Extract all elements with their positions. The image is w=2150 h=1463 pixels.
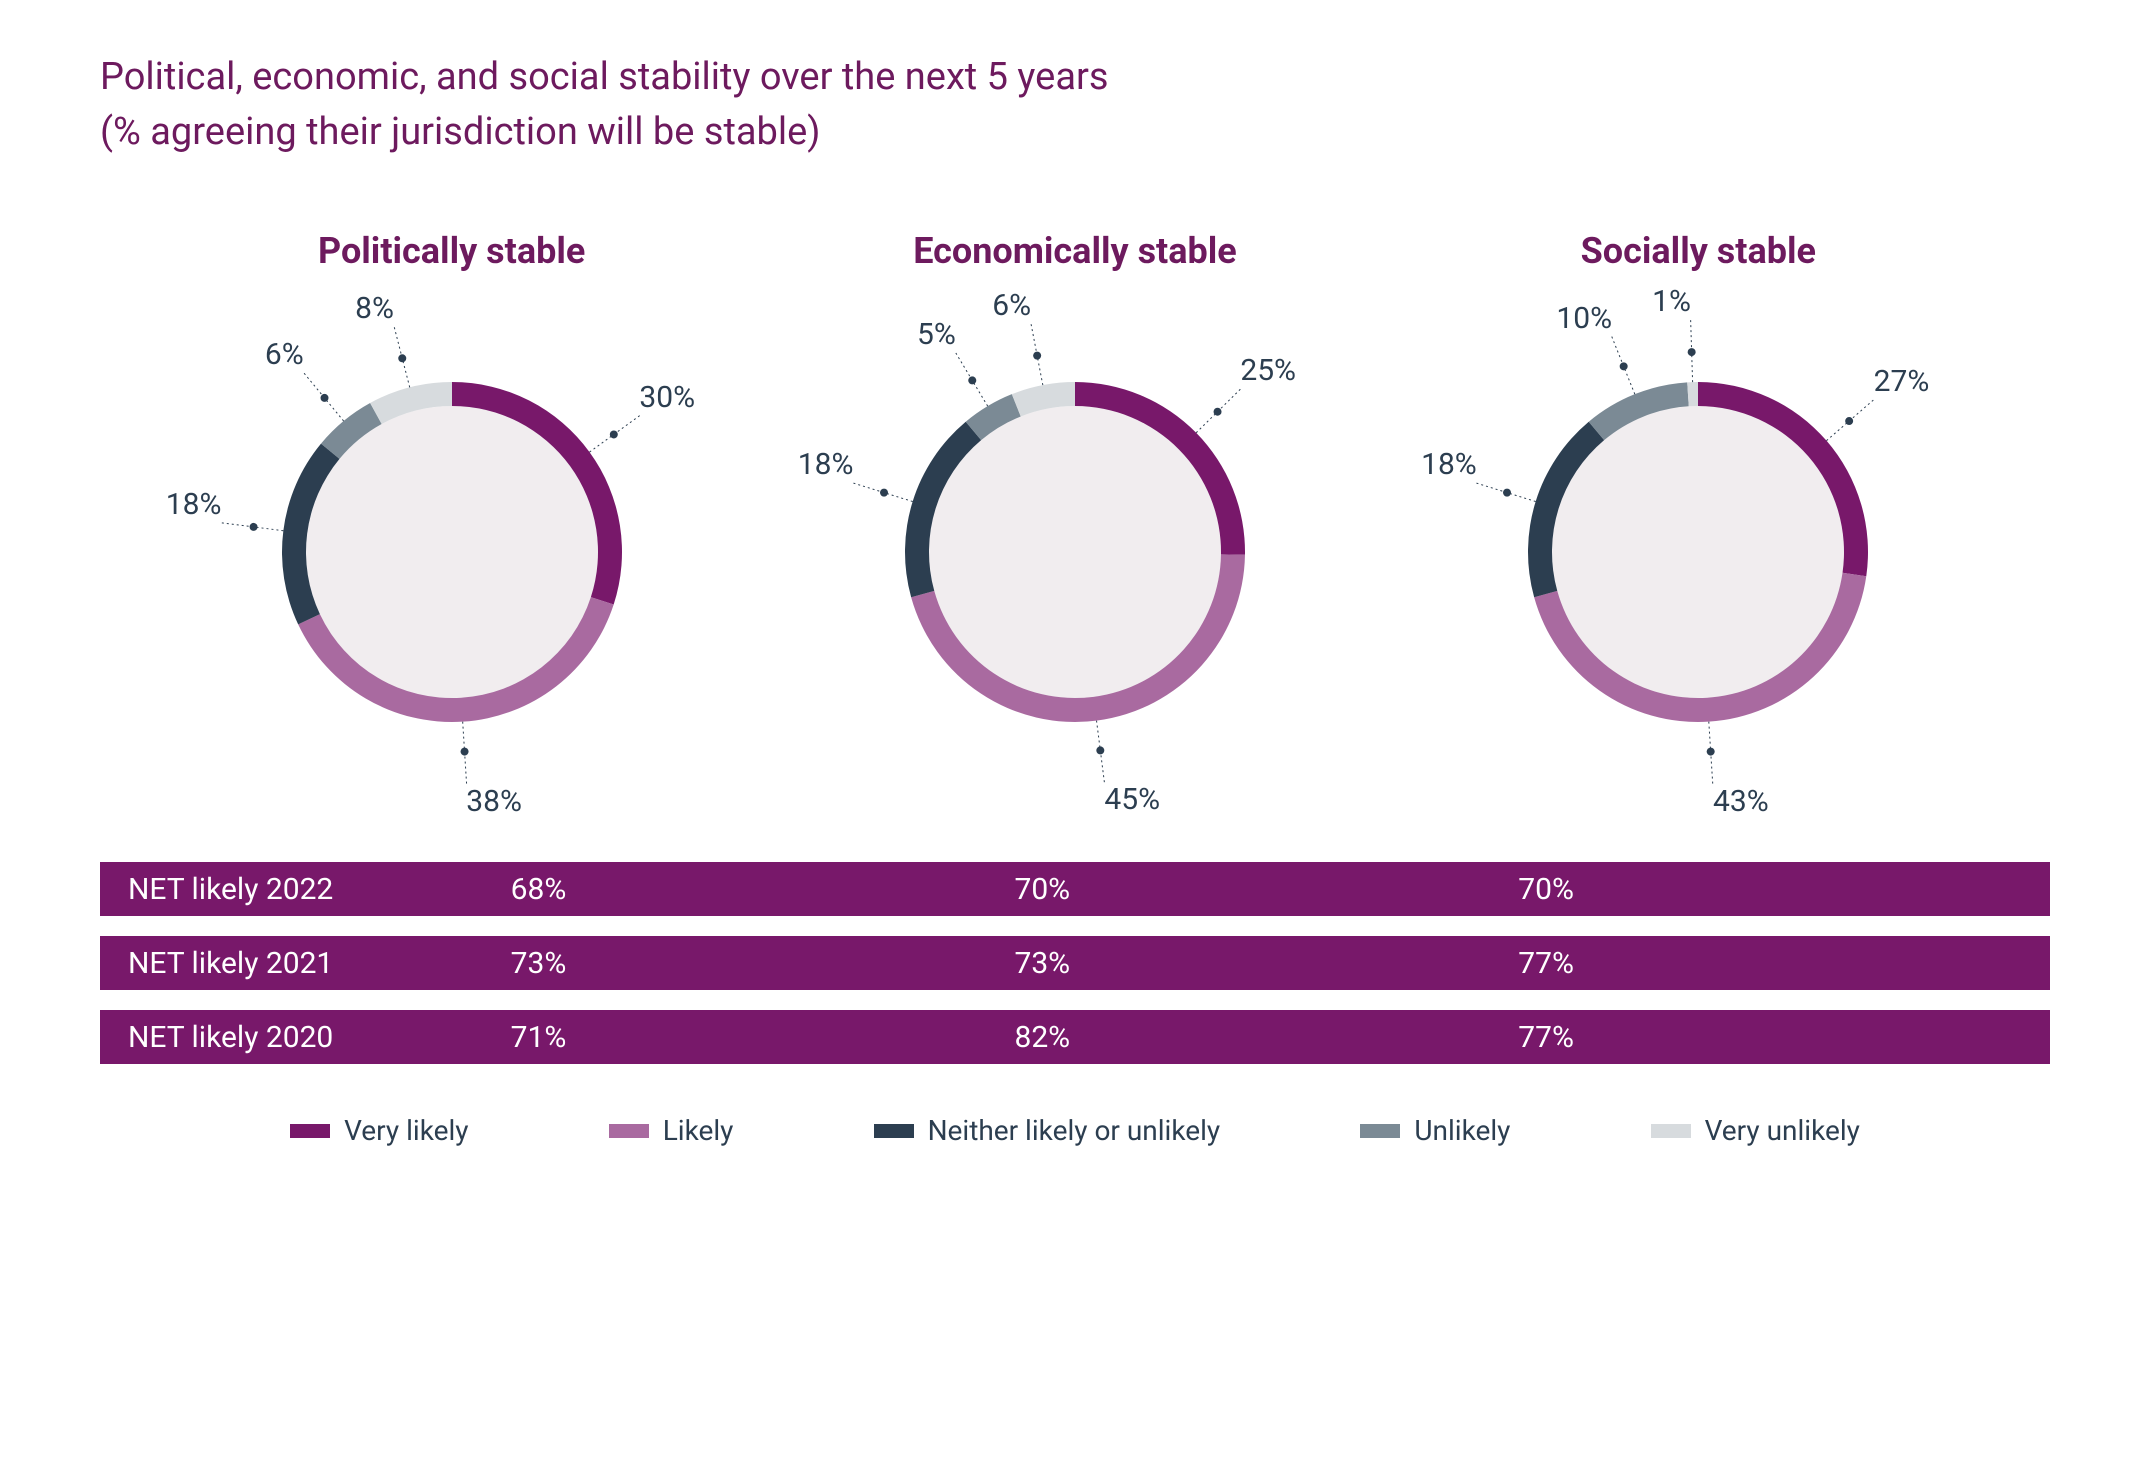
net-likely-table: NET likely 202268%70%70%NET likely 20217…	[100, 862, 2050, 1064]
segment-value-label: 1%	[1621, 284, 1691, 319]
legend-label: Neither likely or unlikely	[928, 1114, 1221, 1147]
net-row-value: 71%	[511, 1020, 1015, 1055]
legend-swatch	[874, 1124, 914, 1138]
net-row-value: 77%	[1518, 946, 2022, 981]
legend-swatch	[290, 1124, 330, 1138]
net-row-value: 70%	[1014, 872, 1518, 907]
legend-label: Likely	[663, 1114, 734, 1147]
legend-item: Neither likely or unlikely	[874, 1114, 1221, 1147]
segment-value-label: 6%	[234, 337, 304, 372]
legend-swatch	[609, 1124, 649, 1138]
segment-value-label: 6%	[961, 288, 1031, 323]
segment-value-label: 30%	[639, 380, 695, 415]
donut-chart: Economically stable25%45%18%5%6%	[775, 230, 1375, 822]
donut-chart: Socially stable27%43%18%10%1%	[1398, 230, 1998, 822]
donut-chart-title: Politically stable	[318, 230, 585, 272]
donut-segment	[1688, 382, 1699, 406]
legend-item: Unlikely	[1360, 1114, 1510, 1147]
legend-swatch	[1360, 1124, 1400, 1138]
segment-value-label: 27%	[1874, 364, 1930, 399]
legend-label: Very likely	[344, 1114, 468, 1147]
title-line-2: (% agreeing their jurisdiction will be s…	[100, 105, 2050, 160]
net-row-value: 73%	[1014, 946, 1518, 981]
segment-value-label: 18%	[783, 447, 853, 482]
segment-value-label: 25%	[1240, 353, 1296, 388]
legend-label: Very unlikely	[1705, 1114, 1860, 1147]
donut-chart-title: Socially stable	[1581, 230, 1816, 272]
segment-value-label: 8%	[324, 291, 394, 326]
net-row-value: 82%	[1014, 1020, 1518, 1055]
donut-chart-canvas: 25%45%18%5%6%	[825, 302, 1325, 802]
segment-value-label: 10%	[1542, 301, 1612, 336]
donut-chart: Politically stable30%38%18%6%8%	[152, 230, 752, 822]
donut-charts-row: Politically stable30%38%18%6%8%Economica…	[100, 230, 2050, 822]
net-row-label: NET likely 2022	[128, 872, 511, 907]
net-likely-row: NET likely 202173%73%77%	[100, 936, 2050, 990]
net-row-value: 77%	[1518, 1020, 2022, 1055]
donut-chart-title: Economically stable	[913, 230, 1237, 272]
legend: Very likely Likely Neither likely or unlik…	[100, 1114, 2050, 1147]
net-likely-row: NET likely 202268%70%70%	[100, 862, 2050, 916]
donut-chart-canvas: 27%43%18%10%1%	[1448, 302, 1948, 802]
donut-chart-canvas: 30%38%18%6%8%	[202, 302, 702, 802]
segment-value-label: 43%	[1713, 784, 1769, 819]
net-row-value: 68%	[511, 872, 1015, 907]
net-row-label: NET likely 2021	[128, 946, 511, 981]
net-row-value: 70%	[1518, 872, 2022, 907]
chart-main-title: Political, economic, and social stabilit…	[100, 50, 2050, 160]
segment-value-label: 45%	[1104, 782, 1160, 817]
segment-value-label: 18%	[152, 487, 222, 522]
segment-value-label: 38%	[466, 784, 522, 819]
net-row-label: NET likely 2020	[128, 1020, 511, 1055]
legend-swatch	[1651, 1124, 1691, 1138]
title-line-1: Political, economic, and social stabilit…	[100, 50, 2050, 105]
net-likely-row: NET likely 202071%82%77%	[100, 1010, 2050, 1064]
legend-item: Likely	[609, 1114, 734, 1147]
legend-item: Very likely	[290, 1114, 468, 1147]
legend-label: Unlikely	[1414, 1114, 1510, 1147]
legend-item: Very unlikely	[1651, 1114, 1860, 1147]
segment-value-label: 5%	[886, 317, 956, 352]
segment-value-label: 18%	[1407, 447, 1477, 482]
net-row-value: 73%	[511, 946, 1015, 981]
